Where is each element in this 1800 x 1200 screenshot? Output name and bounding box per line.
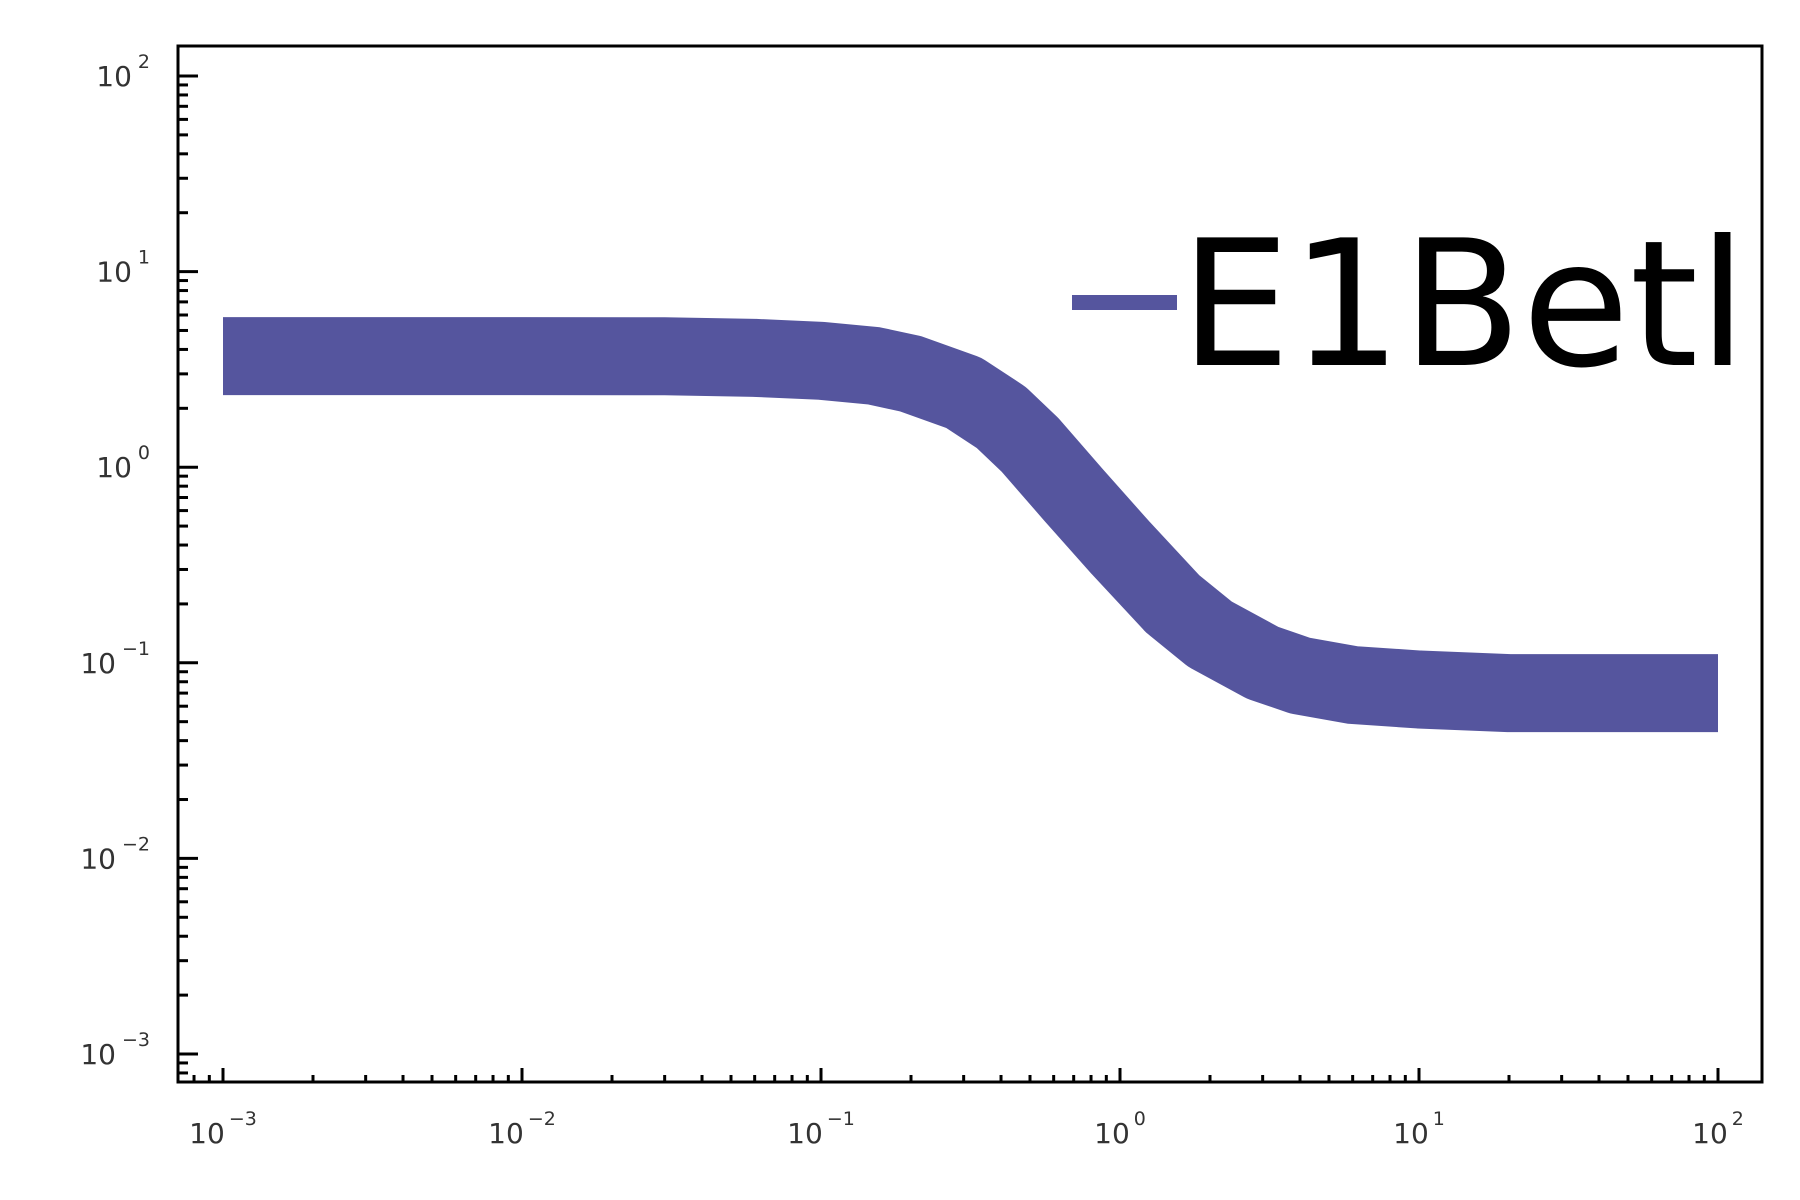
y-tick-exponent: −3	[122, 1029, 150, 1051]
y-tick-label: 10 −1	[80, 638, 150, 680]
y-tick-exponent: 1	[138, 247, 150, 269]
y-tick-exponent: −1	[122, 638, 150, 660]
legend-swatch	[1072, 295, 1177, 310]
series-line-0	[223, 317, 1718, 733]
y-tick-base: 10	[80, 842, 116, 875]
x-tick-exponent: 2	[1732, 1108, 1744, 1130]
series-layer	[223, 317, 1718, 733]
legend-label: E1Betl	[1180, 204, 1747, 407]
x-tick-label: 10 2	[1692, 1108, 1744, 1150]
y-tick-base: 10	[96, 60, 132, 93]
y-tick-exponent: −2	[122, 833, 150, 855]
x-tick-exponent: −1	[827, 1108, 855, 1130]
x-tick-label: 10 0	[1094, 1108, 1146, 1150]
axis-layer: 10 −3 10 −2 10 −1 10 0 10 1 10 210 −310 −210 −110 010 11…	[80, 51, 1744, 1150]
y-tick-label: 10 2	[96, 51, 150, 93]
x-tick-base: 10	[1393, 1117, 1429, 1150]
y-tick-base: 10	[96, 256, 132, 289]
y-tick-exponent: 0	[138, 442, 150, 464]
y-tick-base: 10	[80, 1038, 116, 1071]
x-tick-base: 10	[189, 1117, 225, 1150]
y-tick-base: 10	[80, 647, 116, 680]
x-tick-label: 10 −1	[787, 1108, 855, 1150]
x-tick-base: 10	[1094, 1117, 1130, 1150]
x-tick-exponent: 0	[1134, 1108, 1146, 1130]
x-tick-exponent: −2	[528, 1108, 556, 1130]
y-tick-label: 10 1	[96, 247, 150, 289]
x-tick-label: 10 1	[1393, 1108, 1445, 1150]
x-tick-label: 10 −3	[189, 1108, 257, 1150]
y-tick-exponent: 2	[138, 51, 150, 73]
x-tick-exponent: −3	[229, 1108, 257, 1130]
y-tick-label: 10 −2	[80, 833, 150, 875]
x-tick-base: 10	[787, 1117, 823, 1150]
x-tick-base: 10	[488, 1117, 524, 1150]
x-tick-exponent: 1	[1433, 1108, 1445, 1130]
plot-frame	[176, 44, 1764, 1084]
y-tick-label: 10 0	[96, 442, 150, 484]
x-tick-label: 10 −2	[488, 1108, 556, 1150]
legend: E1Betl	[1072, 204, 1747, 407]
x-tick-base: 10	[1692, 1117, 1728, 1150]
y-tick-label: 10 −3	[80, 1029, 150, 1071]
y-tick-base: 10	[96, 451, 132, 484]
